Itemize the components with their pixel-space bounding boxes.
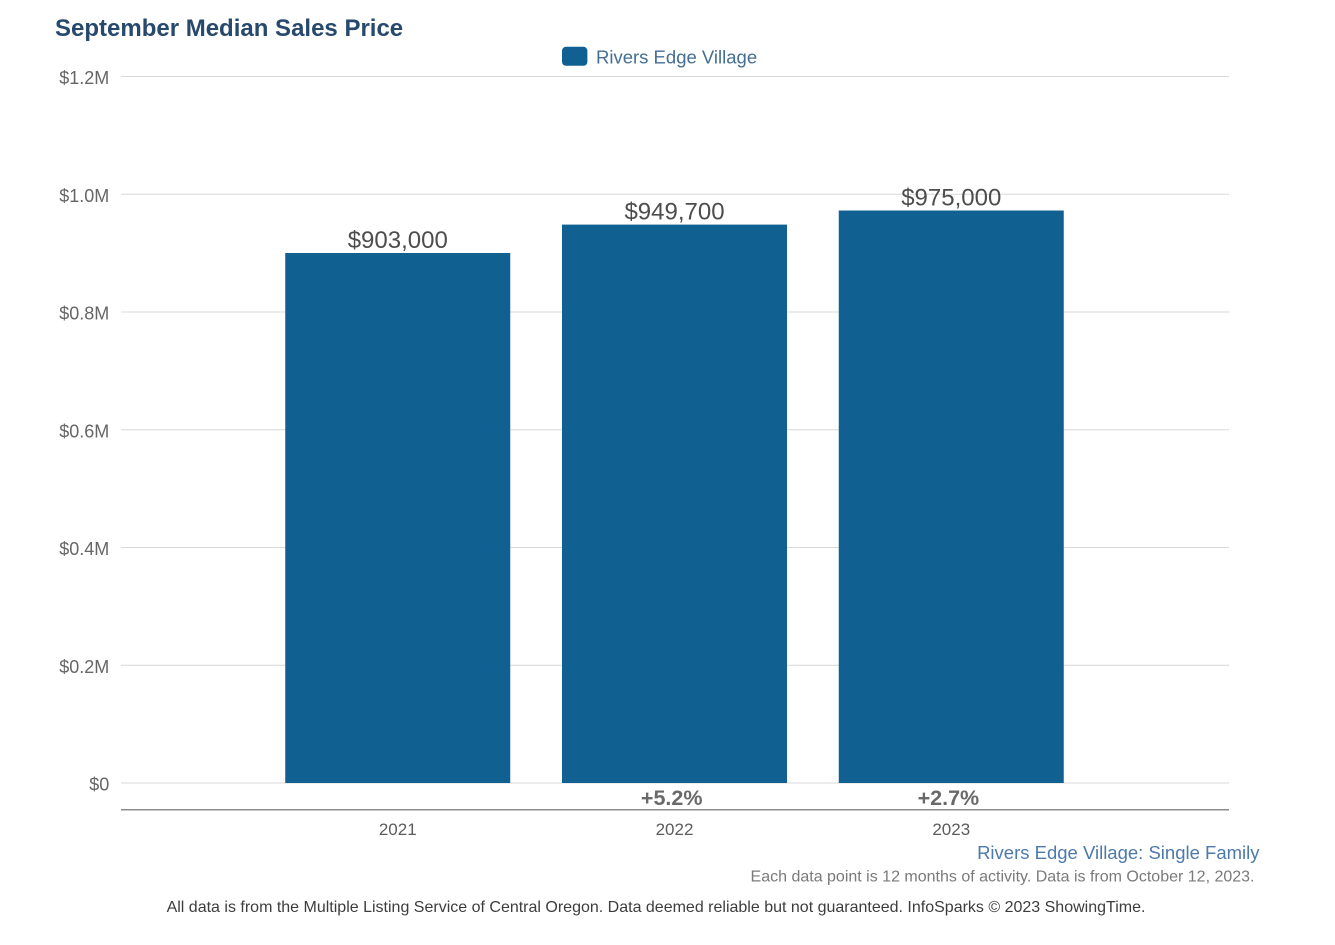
svg-text:$975,000: $975,000 — [901, 185, 1001, 212]
svg-text:$1.2M: $1.2M — [59, 68, 109, 88]
svg-text:$903,000: $903,000 — [348, 227, 448, 254]
svg-text:$0: $0 — [89, 775, 109, 795]
svg-text:+2.7%: +2.7% — [918, 786, 980, 810]
svg-text:$1.0M: $1.0M — [59, 186, 109, 206]
svg-text:$0.2M: $0.2M — [59, 657, 109, 677]
svg-text:2022: 2022 — [656, 820, 694, 839]
svg-text:2021: 2021 — [379, 820, 417, 839]
svg-text:Rivers Edge Village: Rivers Edge Village — [596, 47, 757, 68]
svg-text:Each data point is 12 months o: Each data point is 12 months of activity… — [751, 869, 1255, 886]
svg-text:All data is from the Multiple: All data is from the Multiple Listing Se… — [167, 899, 1146, 916]
svg-text:$0.8M: $0.8M — [59, 304, 109, 324]
svg-text:$949,700: $949,700 — [624, 199, 724, 226]
svg-text:+5.2%: +5.2% — [641, 786, 703, 810]
svg-text:$0.4M: $0.4M — [59, 539, 109, 559]
svg-text:2023: 2023 — [932, 820, 970, 839]
svg-text:Rivers Edge Village: Single Fa: Rivers Edge Village: Single Family — [977, 842, 1260, 863]
svg-text:$0.6M: $0.6M — [59, 421, 109, 441]
svg-text:September Median Sales Price: September Median Sales Price — [55, 15, 403, 42]
